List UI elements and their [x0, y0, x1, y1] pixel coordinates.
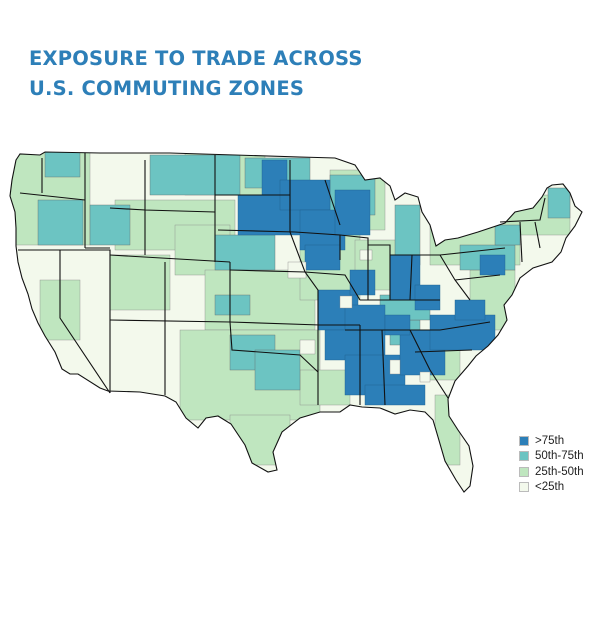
state-borders: [9, 151, 583, 493]
zones-below-25th-patches: [287, 249, 431, 383]
title-line-2: U.S. COMMUTING ZONES: [29, 77, 305, 100]
title-line-1: EXPOSURE TO TRADE ACROSS: [29, 47, 363, 70]
map-legend: >75th 50th-75th 25th-50th <25th: [519, 433, 584, 495]
legend-swatch-above-75th: [519, 435, 529, 446]
legend-swatch-below-25th: [519, 482, 529, 493]
legend-swatch-50th-75th: [519, 451, 529, 462]
map-title: EXPOSURE TO TRADE ACROSS U.S. COMMUTING …: [29, 44, 363, 104]
legend-label-above-75th: >75th: [535, 434, 565, 447]
legend-label-25th-50th: 25th-50th: [535, 465, 584, 478]
legend-item-above-75th: >75th: [519, 433, 584, 449]
legend-item-50th-75th: 50th-75th: [519, 449, 584, 465]
legend-label-below-25th: <25th: [535, 481, 565, 494]
legend-item-25th-50th: 25th-50th: [519, 464, 584, 480]
legend-swatch-25th-50th: [519, 466, 529, 477]
us-commuting-zones-map: [9, 151, 583, 493]
zones-above-75th: [237, 159, 506, 406]
legend-label-50th-75th: 50th-75th: [535, 450, 584, 463]
legend-item-below-25th: <25th: [519, 480, 584, 496]
